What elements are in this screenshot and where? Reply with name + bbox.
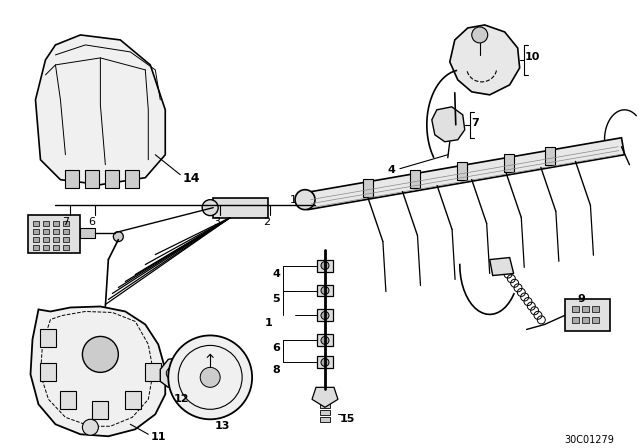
Text: 13: 13: [215, 421, 230, 431]
Bar: [410, 170, 420, 189]
Polygon shape: [490, 258, 514, 276]
Bar: [85, 170, 99, 188]
Bar: [92, 401, 108, 419]
Circle shape: [83, 419, 99, 435]
Circle shape: [168, 336, 252, 419]
Bar: [591, 318, 598, 323]
Bar: [33, 245, 40, 250]
Bar: [106, 170, 119, 188]
Bar: [582, 318, 589, 323]
Circle shape: [321, 358, 329, 366]
Bar: [591, 306, 598, 312]
Circle shape: [83, 336, 118, 372]
Bar: [317, 334, 333, 346]
Bar: [54, 245, 60, 250]
Bar: [63, 220, 69, 226]
Bar: [320, 389, 330, 394]
Text: 30C01279: 30C01279: [564, 435, 614, 445]
Circle shape: [472, 27, 488, 43]
Circle shape: [202, 200, 218, 215]
Text: 15: 15: [340, 414, 355, 424]
Bar: [63, 245, 69, 250]
Bar: [317, 284, 333, 297]
Bar: [33, 220, 40, 226]
Bar: [54, 220, 60, 226]
Text: 4: 4: [388, 165, 396, 175]
Bar: [572, 318, 579, 323]
Bar: [145, 363, 161, 381]
Bar: [213, 198, 268, 218]
Polygon shape: [31, 306, 165, 436]
Polygon shape: [432, 107, 465, 142]
Circle shape: [321, 311, 329, 319]
Text: 7: 7: [63, 217, 70, 227]
Bar: [63, 237, 69, 241]
Bar: [44, 220, 49, 226]
Bar: [40, 329, 56, 347]
Bar: [457, 162, 467, 180]
Text: 8: 8: [272, 366, 280, 375]
Text: 5: 5: [273, 293, 280, 303]
Text: 6: 6: [272, 344, 280, 353]
Text: 11: 11: [150, 432, 166, 442]
Circle shape: [321, 287, 329, 294]
Text: 14: 14: [182, 172, 200, 185]
Text: 2: 2: [263, 217, 270, 227]
Polygon shape: [312, 388, 338, 407]
Bar: [582, 306, 589, 312]
Text: 1: 1: [264, 319, 272, 328]
Bar: [54, 237, 60, 241]
Circle shape: [295, 190, 315, 210]
Bar: [125, 170, 140, 188]
Bar: [317, 259, 333, 271]
Bar: [60, 391, 76, 409]
Bar: [317, 310, 333, 322]
Bar: [44, 245, 49, 250]
Text: 1: 1: [290, 195, 297, 205]
Bar: [320, 410, 330, 415]
Bar: [44, 228, 49, 233]
Bar: [317, 357, 333, 368]
Bar: [125, 391, 141, 409]
Text: 4: 4: [272, 268, 280, 279]
Bar: [40, 363, 56, 381]
Bar: [33, 237, 40, 241]
Bar: [572, 306, 579, 312]
Text: 12: 12: [173, 394, 189, 405]
Text: 6: 6: [88, 217, 95, 227]
Bar: [65, 170, 79, 188]
Bar: [320, 396, 330, 401]
Text: 3: 3: [213, 217, 220, 227]
Bar: [33, 228, 40, 233]
Bar: [320, 417, 330, 422]
Bar: [564, 300, 609, 332]
Bar: [29, 215, 81, 253]
Text: 9: 9: [577, 294, 586, 305]
Text: 7: 7: [472, 118, 479, 128]
Bar: [81, 228, 95, 237]
Circle shape: [113, 232, 124, 241]
Bar: [54, 228, 60, 233]
Bar: [363, 179, 373, 197]
Circle shape: [200, 367, 220, 388]
Bar: [545, 147, 556, 165]
Bar: [63, 228, 69, 233]
Bar: [320, 403, 330, 408]
Polygon shape: [450, 25, 520, 95]
Bar: [504, 154, 515, 172]
Circle shape: [321, 336, 329, 345]
Polygon shape: [35, 35, 165, 185]
Bar: [44, 237, 49, 241]
Polygon shape: [305, 138, 625, 210]
Text: 10: 10: [525, 52, 540, 62]
Polygon shape: [160, 358, 185, 388]
Circle shape: [166, 367, 179, 379]
Circle shape: [321, 262, 329, 270]
